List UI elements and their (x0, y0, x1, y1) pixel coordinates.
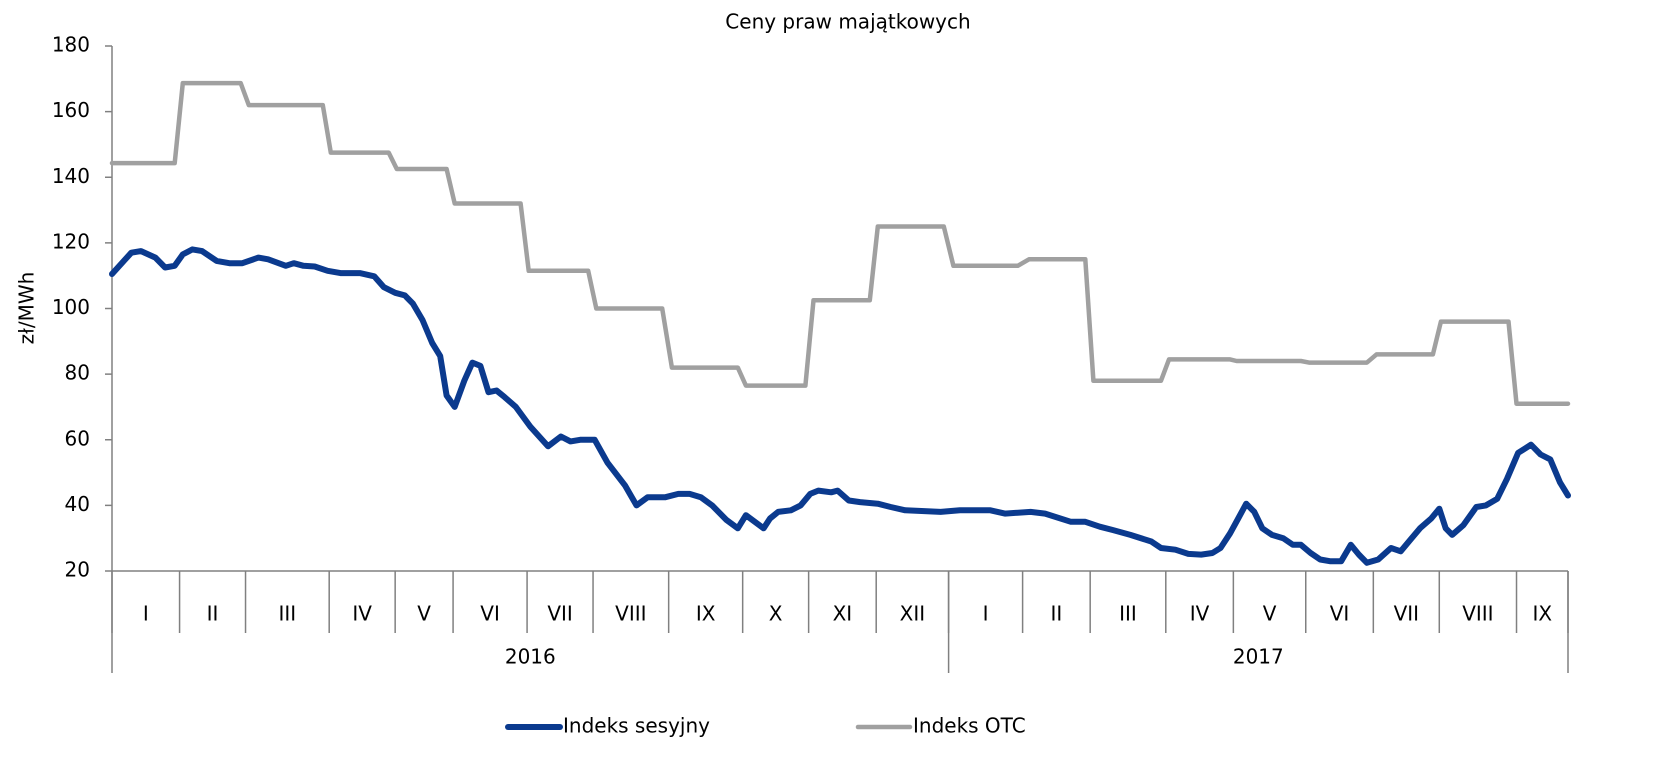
y-tick-label: 100 (52, 295, 90, 319)
y-tick-label: 160 (52, 98, 90, 122)
y-tick-label: 20 (65, 558, 90, 582)
y-tick-label: 40 (65, 492, 90, 516)
month-label: I (143, 602, 149, 626)
month-label: IX (1532, 602, 1552, 626)
year-label: 2017 (1233, 645, 1284, 669)
series-line (109, 80, 1571, 406)
month-label: VIII (1462, 602, 1493, 626)
month-label: V (1263, 602, 1277, 626)
month-label: XII (900, 602, 926, 626)
month-label: II (207, 602, 219, 626)
y-tick-label: 60 (65, 426, 90, 450)
y-tick-label: 140 (52, 164, 90, 188)
month-label: IV (1190, 602, 1210, 626)
y-axis-label: zł/MWh (15, 272, 39, 345)
legend-label: Indeks OTC (913, 714, 1026, 738)
month-label: VI (480, 602, 500, 626)
month-label: VII (547, 602, 572, 626)
chart-title: Ceny praw majątkowych (725, 10, 970, 34)
month-label: II (1050, 602, 1062, 626)
month-label: VII (1394, 602, 1419, 626)
month-label: XI (833, 602, 853, 626)
month-label: VI (1330, 602, 1350, 626)
legend-label: Indeks sesyjny (563, 714, 710, 738)
month-label: IX (696, 602, 716, 626)
y-tick-label: 180 (52, 33, 90, 57)
month-label: X (769, 602, 783, 626)
month-label: III (1119, 602, 1137, 626)
series-line (109, 246, 1571, 566)
month-label: I (983, 602, 989, 626)
year-label: 2016 (505, 645, 556, 669)
month-label: III (279, 602, 297, 626)
month-label: VIII (615, 602, 646, 626)
month-label: IV (352, 602, 372, 626)
y-tick-label: 120 (52, 229, 90, 253)
month-label: V (417, 602, 431, 626)
y-tick-label: 80 (65, 361, 90, 385)
